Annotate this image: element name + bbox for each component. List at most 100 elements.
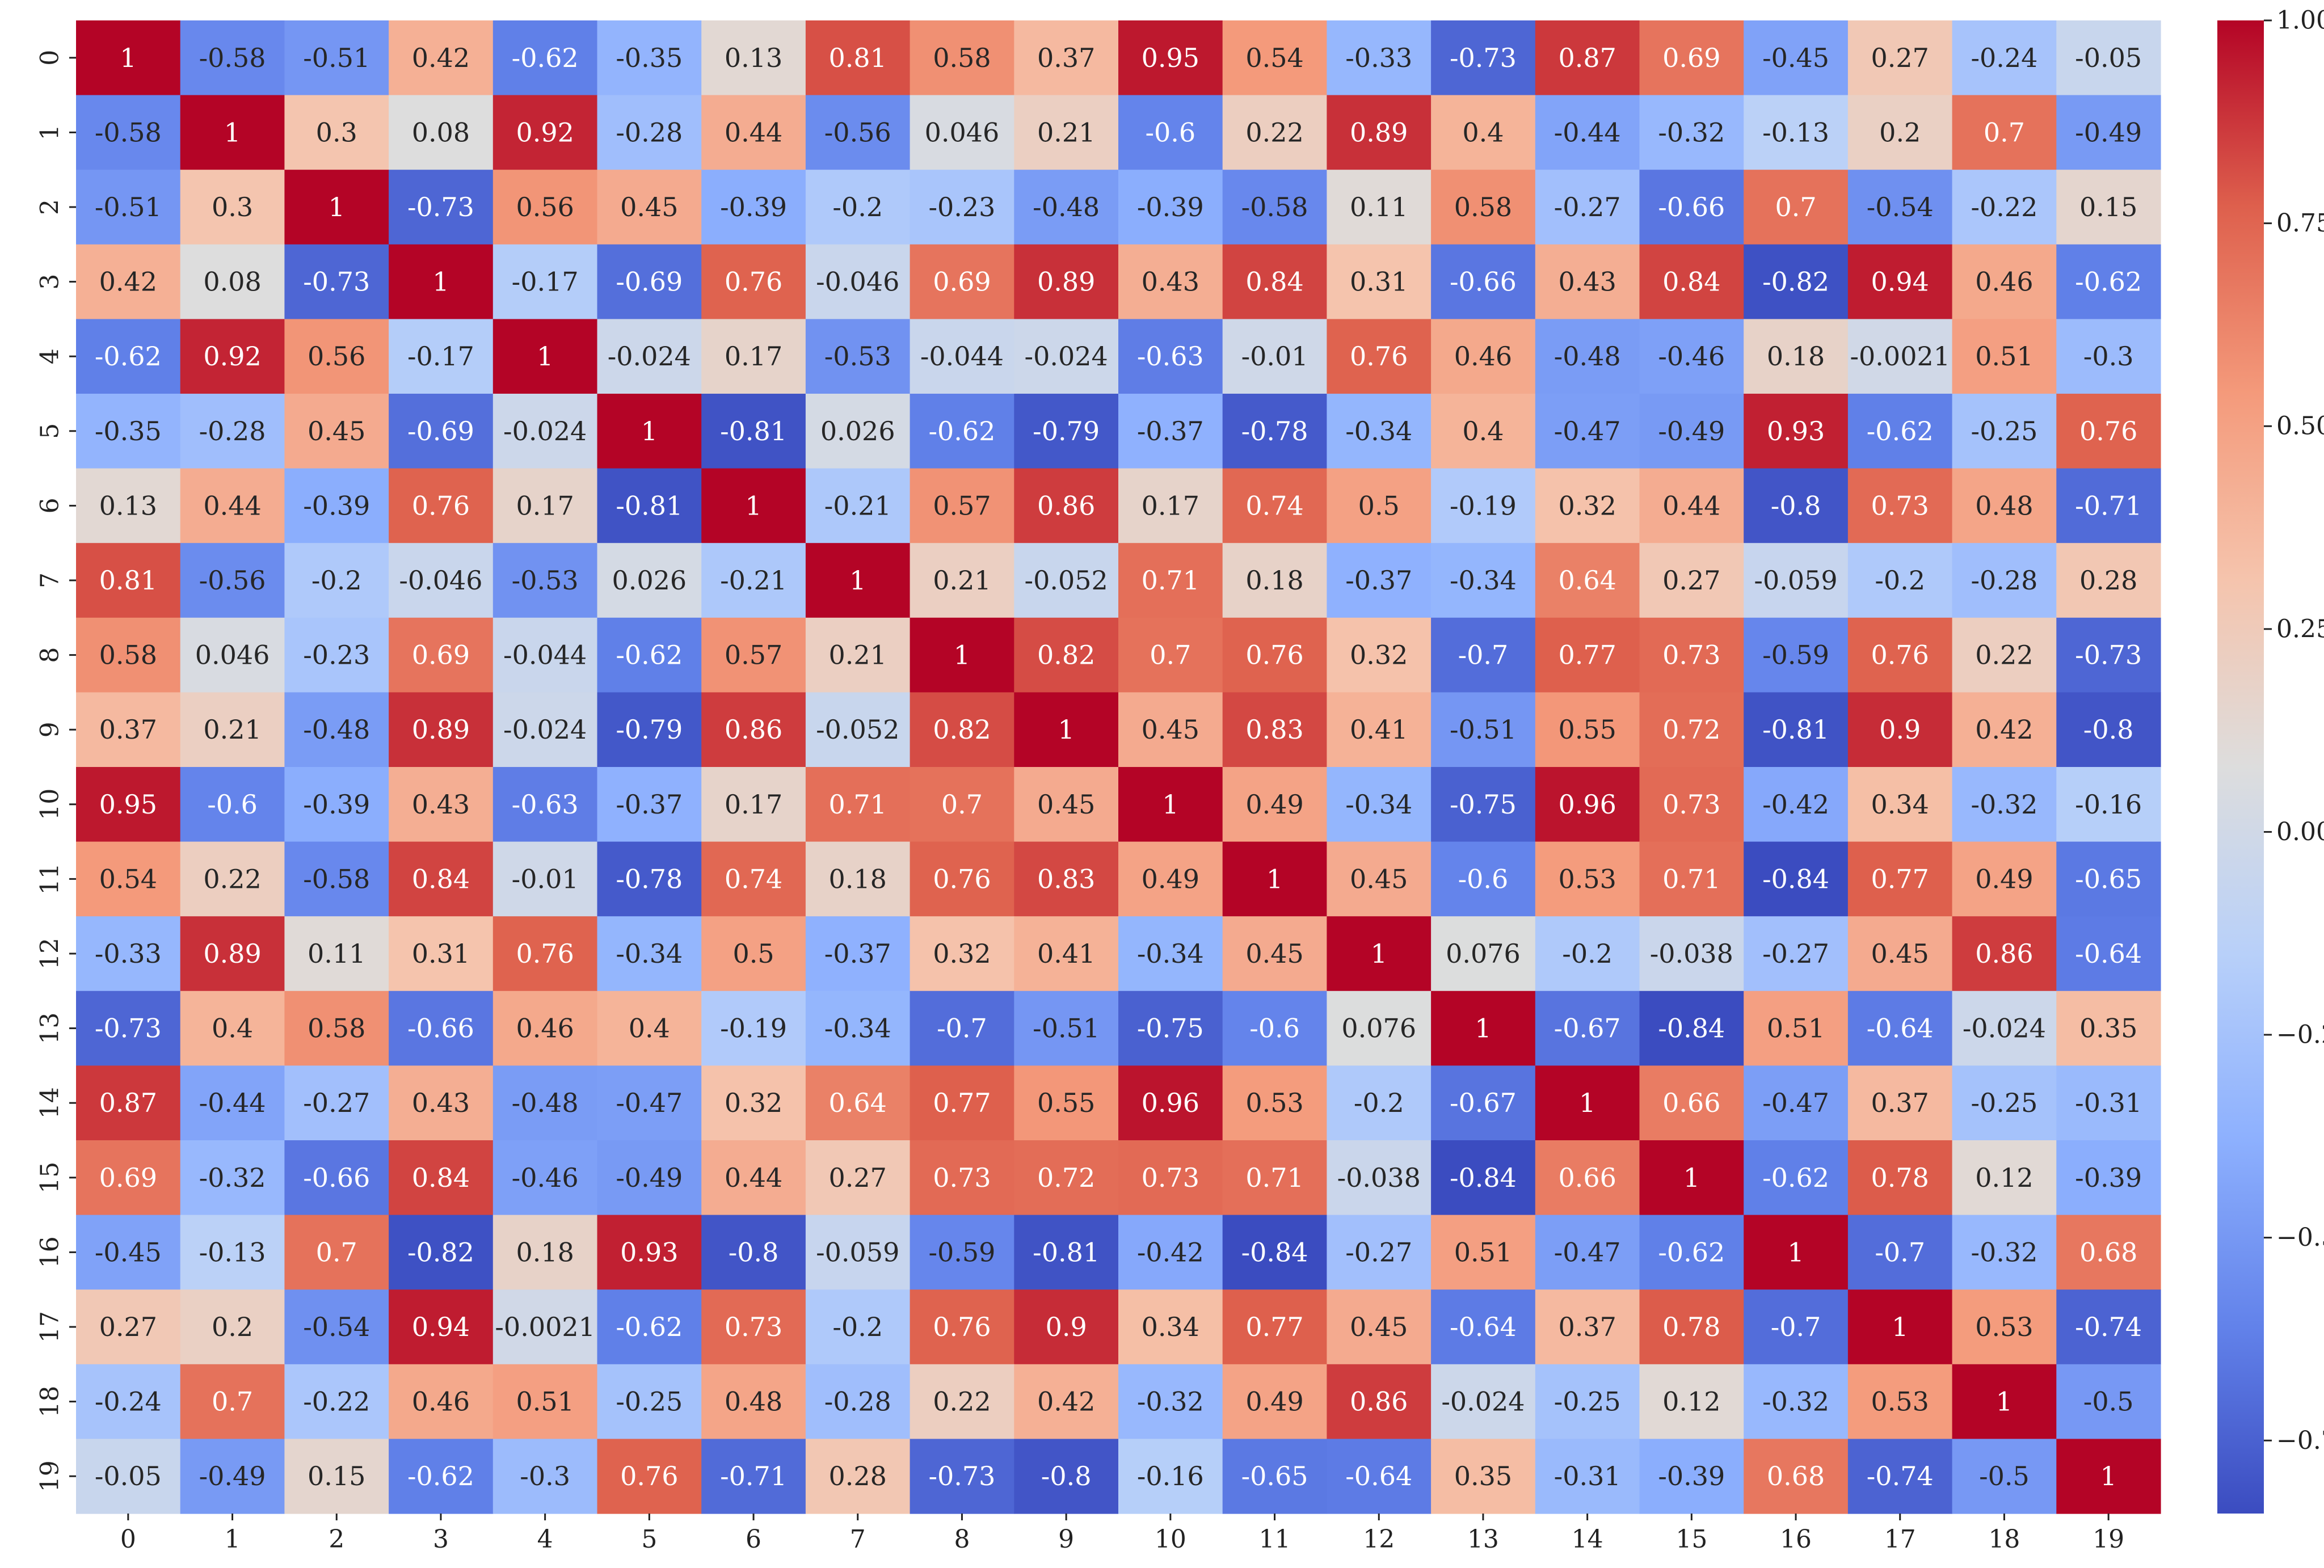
heatmap-cell-r16-c2 (284, 1215, 389, 1290)
cell-annotation-r14-c14: 1 (1579, 1088, 1595, 1118)
cell-annotation-r16-c14: -0.47 (1554, 1237, 1621, 1267)
cell-annotation-r14-c10: 0.96 (1142, 1088, 1199, 1118)
cell-annotation-r18-c8: 0.22 (933, 1386, 991, 1417)
heatmap-cell-r18-c8 (910, 1364, 1014, 1439)
x-tick-label: 7 (850, 1525, 866, 1554)
heatmap-cell-r4-c1 (180, 319, 285, 394)
cell-annotation-r16-c3: -0.82 (407, 1237, 474, 1267)
heatmap-cell-r11-c5 (597, 841, 702, 917)
heatmap-cell-r12-c12 (1327, 916, 1432, 992)
heatmap-cell-r16-c14 (1535, 1215, 1640, 1290)
heatmap-cell-r16-c17 (1847, 1215, 1953, 1290)
heatmap-cell-r19-c10 (1118, 1439, 1223, 1514)
cell-annotation-r0-c0: 1 (120, 43, 136, 73)
heatmap-cell-r15-c11 (1222, 1140, 1327, 1216)
heatmap-cell-r8-c18 (1952, 617, 2057, 693)
cell-annotation-r14-c8: 0.77 (933, 1088, 991, 1118)
cell-annotation-r9-c14: 0.55 (1558, 714, 1616, 745)
heatmap-cell-r4-c17 (1847, 319, 1953, 394)
heatmap-cell-r15-c19 (2056, 1140, 2161, 1216)
cell-annotation-r14-c3: 0.43 (412, 1088, 470, 1118)
cell-annotation-r12-c15: -0.038 (1650, 938, 1733, 969)
cell-annotation-r7-c5: 0.026 (612, 565, 687, 596)
cell-annotation-r14-c12: -0.2 (1354, 1088, 1404, 1118)
cell-annotation-r8-c4: -0.044 (503, 640, 587, 671)
cell-annotation-r2-c6: -0.39 (720, 192, 787, 222)
heatmap-cell-r5-c17 (1847, 394, 1953, 469)
cell-annotation-r6-c10: 0.17 (1142, 490, 1199, 521)
heatmap-cell-r8-c7 (805, 617, 911, 693)
cell-annotation-r12-c8: 0.32 (933, 938, 991, 969)
cell-annotation-r6-c14: 0.32 (1558, 490, 1616, 521)
cell-annotation-r5-c15: -0.49 (1658, 416, 1725, 446)
heatmap-cell-r2-c7 (805, 170, 911, 245)
heatmap-cell-r12-c6 (701, 916, 806, 992)
cell-annotation-r1-c9: 0.21 (1037, 117, 1095, 147)
heatmap-cell-r11-c11 (1222, 841, 1327, 917)
heatmap-cell-r12-c2 (284, 916, 389, 992)
cell-annotation-r18-c1: 0.7 (212, 1386, 253, 1417)
cell-annotation-r3-c3: 1 (432, 267, 449, 297)
cell-annotation-r14-c5: -0.47 (616, 1088, 683, 1118)
heatmap-cell-r2-c12 (1327, 170, 1432, 245)
heatmap-cell-r14-c1 (180, 1065, 285, 1141)
x-tick-label: 19 (2093, 1525, 2124, 1554)
cell-annotation-r8-c1: 0.046 (195, 640, 270, 671)
heatmap-cell-r6-c6 (701, 468, 806, 543)
cell-annotation-r2-c0: -0.51 (95, 192, 162, 222)
heatmap-cell-r12-c8 (910, 916, 1014, 992)
heatmap-cell-r0-c3 (389, 20, 494, 96)
heatmap-cell-r2-c3 (389, 170, 494, 245)
cell-annotation-r3-c10: 0.43 (1142, 267, 1199, 297)
heatmap-cell-r3-c10 (1118, 244, 1223, 319)
heatmap-cell-r19-c5 (597, 1439, 702, 1514)
cell-annotation-r16-c19: 0.68 (2079, 1237, 2137, 1267)
cell-annotation-r19-c16: 0.68 (1767, 1461, 1825, 1491)
x-axis: 0 1 2 3 4 5 6 7 8 9 10 11 12 13 14 15 16 17 18 19 (120, 1514, 2124, 1554)
heatmap-cell-r10-c14 (1535, 767, 1640, 842)
heatmap-cell-r4-c0 (76, 319, 181, 394)
heatmap-cell-r14-c2 (284, 1065, 389, 1141)
heatmap-cell-r9-c18 (1952, 692, 2057, 768)
heatmap-cell-r4-c7 (805, 319, 911, 394)
cell-annotation-r10-c17: 0.34 (1871, 789, 1929, 820)
cell-annotation-r0-c2: -0.51 (303, 43, 370, 73)
y-tick-label: 15 (36, 1162, 65, 1194)
heatmap-cell-r1-c15 (1639, 95, 1744, 170)
heatmap-cell-r11-c6 (701, 841, 806, 917)
cell-annotation-r9-c19: -0.8 (2083, 714, 2134, 745)
heatmap-cell-r7-c0 (76, 543, 181, 618)
heatmap-cell-r10-c9 (1014, 767, 1119, 842)
cell-annotation-r3-c9: 0.89 (1037, 267, 1095, 297)
cell-annotation-r8-c18: 0.22 (1975, 640, 2033, 671)
heatmap-cell-r6-c16 (1744, 468, 1849, 543)
cell-annotation-r18-c10: -0.32 (1137, 1386, 1204, 1417)
heatmap-cell-r19-c0 (76, 1439, 181, 1514)
heatmap-cell-r6-c2 (284, 468, 389, 543)
cell-annotation-r6-c6: 1 (745, 490, 761, 521)
heatmap-cell-r17-c12 (1327, 1289, 1432, 1365)
cell-annotation-r18-c3: 0.46 (412, 1386, 470, 1417)
heatmap-cell-r0-c4 (492, 20, 598, 96)
heatmap-cell-r2-c2 (284, 170, 389, 245)
heatmap-cell-r10-c2 (284, 767, 389, 842)
heatmap-cell-r9-c0 (76, 692, 181, 768)
cell-annotation-r13-c14: -0.67 (1554, 1013, 1621, 1044)
heatmap-cell-r3-c11 (1222, 244, 1327, 319)
heatmap-cell-r10-c1 (180, 767, 285, 842)
heatmap-cell-r7-c19 (2056, 543, 2161, 618)
heatmap-cell-r11-c10 (1118, 841, 1223, 917)
cell-annotation-r14-c4: -0.48 (512, 1088, 579, 1118)
cell-annotation-r6-c15: 0.44 (1662, 490, 1720, 521)
cell-annotation-r4-c12: 0.76 (1350, 341, 1408, 372)
cell-annotation-r4-c3: -0.17 (407, 341, 474, 372)
cell-annotation-r7-c15: 0.27 (1662, 565, 1720, 596)
heatmap-cell-r13-c13 (1431, 990, 1536, 1066)
heatmap-cell-r4-c11 (1222, 319, 1327, 394)
heatmap-cell-r7-c10 (1118, 543, 1223, 618)
cell-annotation-r7-c12: -0.37 (1345, 565, 1412, 596)
cell-annotation-r1-c15: -0.32 (1658, 117, 1725, 147)
heatmap-cell-r13-c7 (805, 990, 911, 1066)
heatmap-cell-r17-c1 (180, 1289, 285, 1365)
x-tick-label: 8 (954, 1525, 970, 1554)
